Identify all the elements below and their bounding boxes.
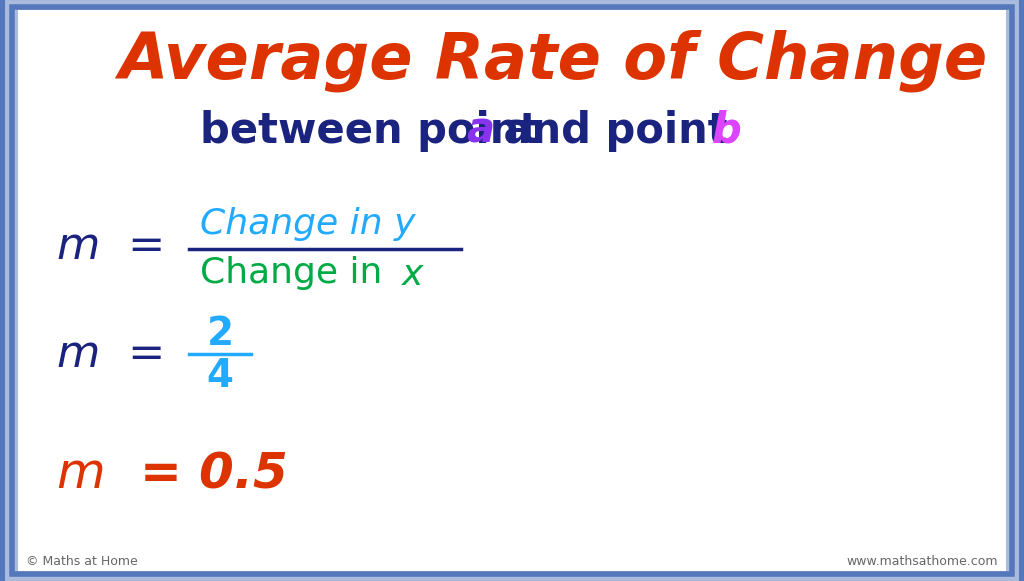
Circle shape [19,28,114,105]
Text: 4: 4 [207,357,233,395]
Text: a: a [551,540,571,569]
Text: © Maths at Home: © Maths at Home [26,555,137,568]
Text: between point: between point [200,110,553,152]
Text: Change in: Change in [200,256,393,290]
Text: at home: at home [45,72,88,82]
Text: 2: 2 [207,315,233,353]
Text: b: b [930,540,951,569]
Text: b: b [712,110,741,152]
Text: a: a [466,110,494,152]
Text: Average Rate of Change: Average Rate of Change [119,30,987,92]
Text: x: x [402,258,424,292]
Text: Change in y: Change in y [200,207,415,241]
Text: $m$  =: $m$ = [56,225,163,268]
Text: $m$  = 0.5: $m$ = 0.5 [56,450,287,497]
Point [553,429,569,438]
Text: MATHS: MATHS [39,51,94,65]
Text: and point: and point [489,110,742,152]
Point [933,304,949,313]
Text: www.mathsathome.com: www.mathsathome.com [847,555,998,568]
Text: $m$  =: $m$ = [56,333,163,376]
